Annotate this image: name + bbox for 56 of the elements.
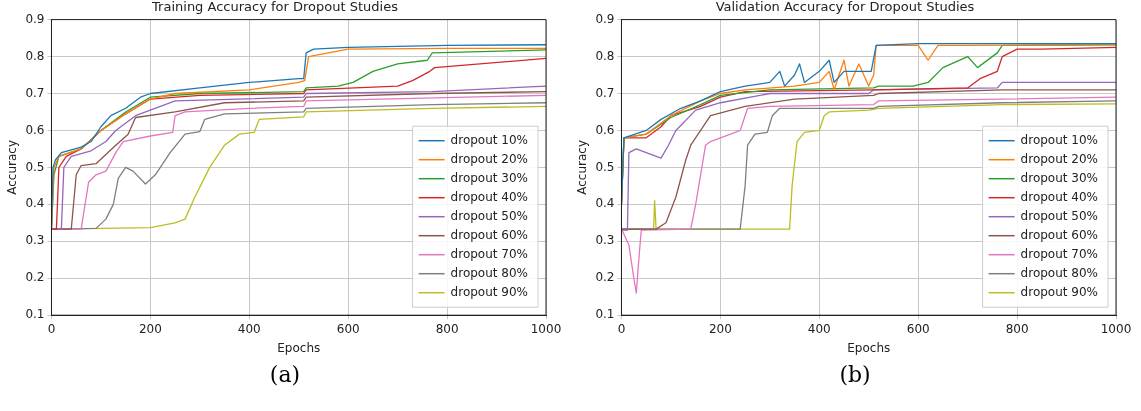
x-tick-label: 1000 bbox=[530, 321, 562, 336]
y-tick-label: 0.1 bbox=[595, 307, 615, 322]
x-tick-label: 800 bbox=[435, 321, 459, 336]
y-axis-title: Accuracy bbox=[5, 140, 20, 195]
x-tick-label: 0 bbox=[47, 321, 56, 336]
x-tick-label: 0 bbox=[617, 321, 626, 336]
y-tick-label: 0.7 bbox=[595, 85, 615, 100]
legend-label: dropout 70% bbox=[450, 246, 529, 261]
y-tick-label: 0.6 bbox=[595, 122, 615, 137]
legend-label: dropout 10% bbox=[1020, 132, 1099, 147]
legend-label: dropout 50% bbox=[1020, 208, 1099, 223]
y-tick-label: 0.7 bbox=[25, 85, 45, 100]
legend-label: dropout 80% bbox=[450, 265, 529, 280]
y-tick-label: 0.2 bbox=[595, 270, 615, 285]
x-tick-label: 800 bbox=[1005, 321, 1029, 336]
legend-label: dropout 20% bbox=[1020, 151, 1099, 166]
x-axis-title: Epochs bbox=[277, 340, 321, 355]
x-tick-label: 600 bbox=[906, 321, 930, 336]
y-tick-label: 0.3 bbox=[595, 233, 615, 248]
legend-label: dropout 10% bbox=[450, 132, 529, 147]
y-tick-label: 0.4 bbox=[595, 196, 615, 211]
text: (b) bbox=[838, 362, 872, 387]
text: (a) bbox=[268, 362, 302, 387]
y-tick-label: 0.9 bbox=[595, 11, 615, 26]
legend-label: dropout 40% bbox=[450, 189, 529, 204]
y-tick-label: 0.8 bbox=[595, 48, 615, 63]
chart-title: Training Accuracy for Dropout Studies bbox=[151, 0, 399, 15]
legend-label: dropout 20% bbox=[450, 151, 529, 166]
x-tick-label: 200 bbox=[708, 321, 732, 336]
legend-label: dropout 70% bbox=[1020, 246, 1099, 261]
legend-label: dropout 80% bbox=[1020, 265, 1099, 280]
legend-label: dropout 90% bbox=[450, 284, 529, 299]
x-tick-label: 400 bbox=[237, 321, 261, 336]
y-tick-label: 0.3 bbox=[25, 233, 45, 248]
x-tick-label: 600 bbox=[336, 321, 360, 336]
legend-label: dropout 30% bbox=[1020, 170, 1099, 185]
x-tick-label: 400 bbox=[807, 321, 831, 336]
y-tick-label: 0.1 bbox=[25, 307, 45, 322]
legend-label: dropout 60% bbox=[450, 227, 529, 242]
legend-label: dropout 90% bbox=[1020, 284, 1099, 299]
legend-label: dropout 30% bbox=[450, 170, 529, 185]
y-tick-label: 0.2 bbox=[25, 270, 45, 285]
legend-label: dropout 40% bbox=[1020, 189, 1099, 204]
x-tick-label: 1000 bbox=[1100, 321, 1132, 336]
legend-label: dropout 50% bbox=[450, 208, 529, 223]
chart-title: Validation Accuracy for Dropout Studies bbox=[715, 0, 975, 15]
y-tick-label: 0.5 bbox=[25, 159, 45, 174]
x-tick-label: 200 bbox=[138, 321, 162, 336]
y-tick-label: 0.9 bbox=[25, 11, 45, 26]
legend-label: dropout 60% bbox=[1020, 227, 1099, 242]
y-tick-label: 0.8 bbox=[25, 48, 45, 63]
y-tick-label: 0.5 bbox=[595, 159, 615, 174]
x-axis-title: Epochs bbox=[847, 340, 891, 355]
y-tick-label: 0.6 bbox=[25, 122, 45, 137]
y-axis-title: Accuracy bbox=[575, 140, 590, 195]
y-tick-label: 0.4 bbox=[25, 196, 45, 211]
